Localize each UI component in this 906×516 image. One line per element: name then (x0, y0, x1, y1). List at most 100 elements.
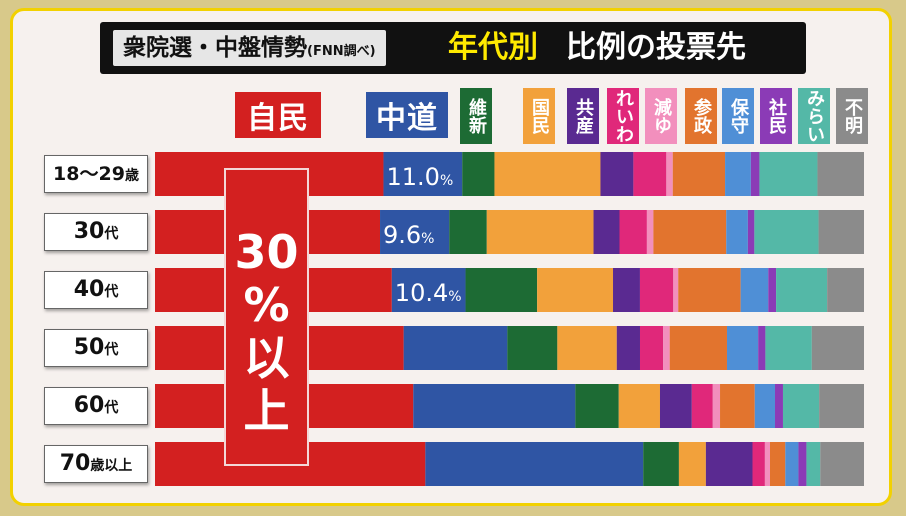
bar-segment (705, 442, 753, 486)
callout-over-30-percent: 30 % 以 上 (224, 168, 309, 466)
bar-segment (613, 268, 640, 312)
age-group-number: 70 (59, 451, 91, 476)
bar-segment (765, 326, 812, 370)
legend-party-9: 社民 (760, 88, 792, 144)
bar-segment (818, 210, 864, 254)
age-group-label: 60代 (44, 387, 148, 425)
bar-segment (600, 152, 634, 196)
bar-segment (425, 442, 644, 486)
age-group-label: 40代 (44, 271, 148, 309)
age-group-suffix: 歳以上 (90, 458, 133, 474)
title-left-box: 衆院選・中盤情勢(FNN調べ) (113, 30, 386, 66)
legend-party-4: 共産 (567, 88, 599, 144)
bar-segment (768, 268, 777, 312)
legend-party-11: 不明 (836, 88, 868, 144)
age-group-number: 18～29 (53, 163, 125, 185)
bar-segment (465, 268, 538, 312)
bar-segment (380, 210, 450, 254)
callout-text: 30 % 以 上 (226, 226, 307, 438)
age-group-suffix: 代 (104, 400, 119, 416)
bar-segment (663, 326, 670, 370)
title-left-main: 衆院選・中盤情勢 (123, 35, 307, 61)
title-age-group: 年代別 (448, 30, 538, 65)
legend-party-10: みらい (798, 88, 830, 144)
bar-segment (618, 384, 660, 428)
bar-segment (673, 268, 679, 312)
bar-segment (616, 326, 640, 370)
bar-segment (827, 268, 864, 312)
data-label: 10.4% (395, 279, 462, 307)
age-group-suffix: 代 (104, 226, 119, 242)
age-group-number: 30 (73, 219, 105, 244)
legend-party-3: 国民 (523, 88, 555, 144)
bar-segment (785, 442, 799, 486)
bar-segment (507, 326, 558, 370)
bar-segment (720, 384, 755, 428)
data-label-unit: % (448, 289, 461, 305)
bar-segment (759, 152, 818, 196)
title-vote-destination: 比例の投票先 (566, 30, 746, 65)
bar-segment (672, 152, 726, 196)
bar-segment (747, 210, 755, 254)
callout-line: 以 (243, 331, 290, 385)
age-group-label: 70歳以上 (44, 445, 148, 483)
callout-line: 30 (234, 225, 299, 279)
bar-segment (391, 268, 466, 312)
callout-line: 上 (243, 384, 290, 438)
data-label: 9.6% (383, 221, 434, 249)
bar-segment (806, 442, 821, 486)
age-group-number: 40 (73, 277, 105, 302)
age-group-suffix: 歳 (124, 168, 139, 184)
age-group-number: 60 (73, 393, 105, 418)
bar-segment (752, 442, 765, 486)
bar-segment (691, 384, 713, 428)
bar-segment (449, 210, 487, 254)
bar-segment (666, 152, 673, 196)
age-group-number: 50 (73, 335, 105, 360)
age-group-suffix: 代 (104, 342, 119, 358)
bar-segment (639, 268, 674, 312)
age-group-label: 50代 (44, 329, 148, 367)
bar-segment (820, 442, 864, 486)
bar-segment (486, 210, 594, 254)
bar-segment (725, 152, 751, 196)
bar-segment (712, 384, 721, 428)
bar-segment (639, 326, 664, 370)
bar-segment (669, 326, 727, 370)
bar-segment (811, 326, 864, 370)
bar-segment (593, 210, 620, 254)
bar-segment (819, 384, 864, 428)
bar-segment (678, 268, 741, 312)
data-label-value: 10.4 (395, 279, 448, 307)
bar-segment (633, 152, 667, 196)
bar-segment (726, 210, 748, 254)
data-label-unit: % (421, 231, 434, 247)
data-label-unit: % (440, 173, 453, 189)
bar-segment (653, 210, 727, 254)
bar-segment (758, 326, 766, 370)
callout-line: % (243, 278, 290, 332)
bar-segment (575, 384, 619, 428)
bar-segment (726, 326, 759, 370)
bar-segment (619, 210, 647, 254)
legend-party-7: 参政 (685, 88, 717, 144)
age-group-label: 18～29歳 (44, 155, 148, 193)
legend-party-6: 減ゆ (645, 88, 677, 144)
bar-segment (775, 384, 783, 428)
bar-segment (643, 442, 679, 486)
bar-segment (659, 384, 692, 428)
data-label-value: 9.6 (383, 221, 421, 249)
bar-segment (798, 442, 807, 486)
bar-segment (537, 268, 614, 312)
age-group-suffix: 代 (104, 284, 119, 300)
bar-segment (678, 442, 706, 486)
bar-segment (750, 152, 760, 196)
legend-party-2: 維新 (460, 88, 492, 144)
legend-party-8: 保守 (722, 88, 754, 144)
bar-segment (557, 326, 617, 370)
bar-segment (413, 384, 576, 428)
bar-segment (754, 210, 819, 254)
bar-segment (764, 442, 770, 486)
